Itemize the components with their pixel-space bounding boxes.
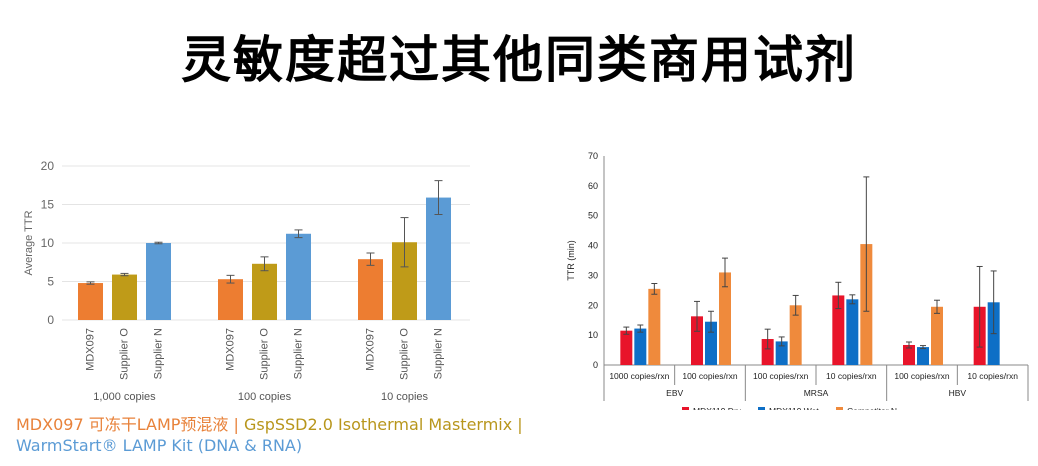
x-tick-label: Supplier N bbox=[293, 328, 305, 379]
group-label: 1,000 copies bbox=[93, 391, 156, 403]
x-tick-label: MDX097 bbox=[225, 328, 237, 371]
y-tick-label: 30 bbox=[588, 270, 598, 280]
bar bbox=[648, 288, 661, 365]
y-tick-label: 0 bbox=[47, 313, 54, 327]
bar bbox=[620, 330, 633, 365]
caption-warmstart: WarmStart® LAMP Kit (DNA & RNA) bbox=[16, 436, 303, 455]
y-tick-label: 0 bbox=[593, 360, 598, 370]
chart-left: 0 5 10 15 20 Average TTR MDX097 Supplier O Suppl… bbox=[23, 159, 470, 403]
bar bbox=[903, 344, 915, 365]
legend-swatch bbox=[758, 407, 765, 410]
x-tick-label: Supplier O bbox=[259, 328, 271, 380]
legend-swatch bbox=[682, 407, 689, 410]
caption-gspssd: GspSSD2.0 Isothermal Mastermix bbox=[243, 415, 513, 434]
bar bbox=[286, 233, 311, 320]
x-tick-label: MDX097 bbox=[85, 328, 97, 371]
bar bbox=[775, 341, 788, 365]
x-tick-label: Supplier O bbox=[119, 328, 131, 380]
bar bbox=[358, 259, 383, 320]
y-tick-label: 70 bbox=[588, 151, 598, 161]
group-label: 10 copies bbox=[381, 391, 429, 403]
y-tick-label: 10 bbox=[588, 330, 598, 340]
bar bbox=[146, 243, 171, 320]
y-tick-label: 60 bbox=[588, 181, 598, 191]
bar bbox=[761, 339, 774, 365]
x-tick-label: 10 copies/rxn bbox=[826, 371, 877, 381]
chart-right: 0 10 20 30 40 50 60 70 TTR (min) 1000 copies/rxn 1… bbox=[566, 151, 1029, 410]
bar bbox=[78, 283, 103, 320]
y-tick-label: 15 bbox=[41, 198, 55, 212]
bar bbox=[917, 347, 929, 365]
y-axis-label: Average TTR bbox=[23, 210, 35, 275]
page-title: 灵敏度超过其他同类商用试剂 bbox=[181, 31, 857, 89]
bar bbox=[112, 274, 137, 320]
bar bbox=[426, 197, 451, 320]
legend-label: MDX119 Dry bbox=[693, 406, 742, 410]
bar bbox=[846, 299, 859, 365]
bar bbox=[252, 263, 277, 320]
bar bbox=[218, 279, 243, 320]
bar bbox=[634, 328, 647, 365]
y-tick-label: 40 bbox=[588, 241, 598, 251]
x-tick-label: 10 copies/rxn bbox=[967, 371, 1018, 381]
bar bbox=[719, 272, 731, 365]
y-tick-label: 20 bbox=[41, 159, 55, 173]
caption-separator-1: | bbox=[228, 415, 244, 434]
group-label: EBV bbox=[666, 388, 683, 398]
legend-label: Competitor N bbox=[847, 406, 897, 410]
x-tick-label: 1000 copies/rxn bbox=[609, 371, 669, 381]
y-tick-label: 20 bbox=[588, 300, 598, 310]
legend-label: MDX119 Wet bbox=[769, 406, 819, 410]
y-axis-label: TTR (min) bbox=[566, 240, 576, 281]
caption: MDX097 可冻干LAMP预混液 | GspSSD2.0 Isothermal… bbox=[16, 414, 576, 456]
x-tick-label: 100 copies/rxn bbox=[682, 371, 738, 381]
y-tick-label: 10 bbox=[41, 236, 55, 250]
legend-swatch bbox=[836, 407, 843, 410]
group-label: HBV bbox=[949, 388, 967, 398]
x-tick-label: 100 copies/rxn bbox=[894, 371, 950, 381]
group-label: MRSA bbox=[804, 388, 829, 398]
x-tick-label: 100 copies/rxn bbox=[753, 371, 809, 381]
caption-mdx097: MDX097 可冻干LAMP预混液 bbox=[16, 415, 229, 434]
caption-separator-2: | bbox=[512, 415, 523, 434]
y-tick-label: 50 bbox=[588, 211, 598, 221]
x-tick-label: MDX097 bbox=[365, 328, 377, 371]
x-tick-label: Supplier O bbox=[399, 328, 411, 380]
bar bbox=[789, 305, 802, 365]
bar bbox=[931, 306, 943, 365]
y-tick-label: 5 bbox=[47, 275, 54, 289]
group-label: 100 copies bbox=[238, 391, 292, 403]
x-tick-label: Supplier N bbox=[153, 328, 165, 379]
bar bbox=[832, 295, 845, 365]
x-tick-label: Supplier N bbox=[433, 328, 445, 379]
bar bbox=[691, 316, 703, 365]
